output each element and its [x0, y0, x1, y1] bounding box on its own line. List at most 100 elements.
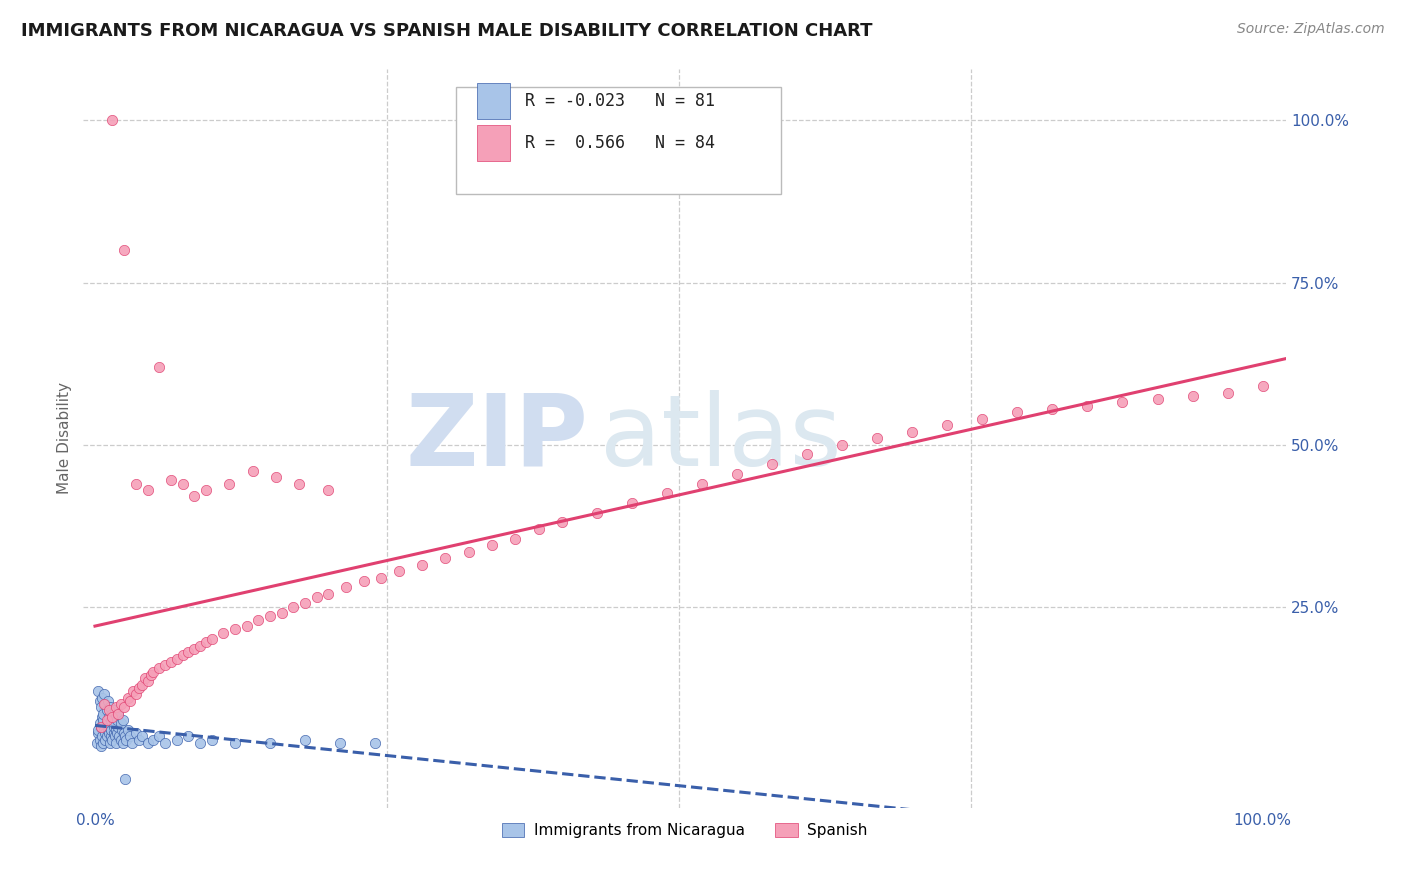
Point	[91, 713, 114, 727]
Point	[104, 730, 127, 744]
Point	[98, 710, 121, 724]
Point	[104, 736, 127, 750]
Point	[139, 668, 162, 682]
Point	[153, 658, 176, 673]
Point	[105, 726, 128, 740]
Point	[270, 606, 292, 620]
Point	[117, 690, 139, 705]
Point	[97, 694, 120, 708]
Text: R = -0.023   N = 81: R = -0.023 N = 81	[524, 92, 714, 110]
Point	[194, 483, 217, 497]
FancyBboxPatch shape	[456, 87, 780, 194]
Point	[655, 486, 678, 500]
Point	[936, 418, 959, 433]
Point	[115, 732, 138, 747]
Point	[122, 684, 145, 698]
Point	[108, 730, 131, 744]
FancyBboxPatch shape	[477, 126, 510, 161]
Point	[87, 723, 110, 737]
Point	[101, 716, 124, 731]
Point	[128, 732, 150, 747]
Point	[457, 544, 479, 558]
Point	[91, 710, 114, 724]
Text: Source: ZipAtlas.com: Source: ZipAtlas.com	[1237, 22, 1385, 37]
Point	[107, 706, 129, 721]
Point	[294, 597, 316, 611]
FancyBboxPatch shape	[477, 83, 510, 119]
Point	[318, 587, 340, 601]
Point	[98, 720, 121, 734]
Point	[224, 736, 246, 750]
Point	[188, 639, 211, 653]
Point	[89, 716, 111, 731]
Text: atlas: atlas	[600, 390, 842, 487]
Point	[387, 564, 409, 578]
Point	[1076, 399, 1098, 413]
Point	[94, 732, 117, 747]
Point	[103, 720, 125, 734]
Point	[121, 736, 143, 750]
Point	[136, 483, 159, 497]
Point	[142, 732, 165, 747]
Point	[101, 732, 124, 747]
Point	[90, 700, 112, 714]
Point	[125, 726, 148, 740]
Point	[104, 704, 127, 718]
Point	[160, 655, 183, 669]
Point	[288, 476, 311, 491]
Point	[1111, 395, 1133, 409]
Point	[104, 710, 127, 724]
Point	[247, 613, 270, 627]
Point	[283, 599, 305, 614]
Point	[90, 720, 112, 734]
Point	[91, 736, 114, 750]
Point	[172, 648, 194, 663]
Point	[1042, 401, 1064, 416]
Point	[103, 726, 125, 740]
Point	[114, 730, 136, 744]
Point	[172, 476, 194, 491]
Point	[796, 447, 818, 461]
Point	[188, 736, 211, 750]
Point	[90, 720, 112, 734]
Point	[111, 736, 134, 750]
Legend: Immigrants from Nicaragua, Spanish: Immigrants from Nicaragua, Spanish	[495, 817, 873, 845]
Point	[91, 706, 114, 721]
Point	[218, 476, 240, 491]
Point	[98, 710, 121, 724]
Point	[370, 570, 392, 584]
Point	[201, 632, 224, 647]
Point	[131, 677, 153, 691]
Point	[128, 681, 150, 695]
Point	[97, 723, 120, 737]
Point	[91, 690, 114, 705]
Point	[194, 635, 217, 649]
Point	[1251, 379, 1274, 393]
Point	[177, 730, 200, 744]
Point	[725, 467, 748, 481]
Point	[364, 736, 387, 750]
Point	[183, 490, 205, 504]
Point	[110, 697, 132, 711]
Point	[110, 716, 132, 731]
Point	[101, 710, 124, 724]
Point	[98, 700, 121, 714]
Point	[86, 736, 108, 750]
Point	[87, 726, 110, 740]
Point	[242, 464, 264, 478]
Point	[866, 431, 889, 445]
Point	[94, 697, 117, 711]
Point	[114, 772, 136, 786]
Point	[111, 713, 134, 727]
Point	[148, 359, 170, 374]
Point	[96, 716, 118, 731]
Point	[96, 704, 118, 718]
Point	[318, 483, 340, 497]
Point	[103, 716, 125, 731]
Point	[112, 700, 135, 714]
Point	[110, 732, 132, 747]
Point	[160, 473, 183, 487]
Point	[505, 532, 527, 546]
Point	[621, 496, 644, 510]
Point	[305, 590, 328, 604]
